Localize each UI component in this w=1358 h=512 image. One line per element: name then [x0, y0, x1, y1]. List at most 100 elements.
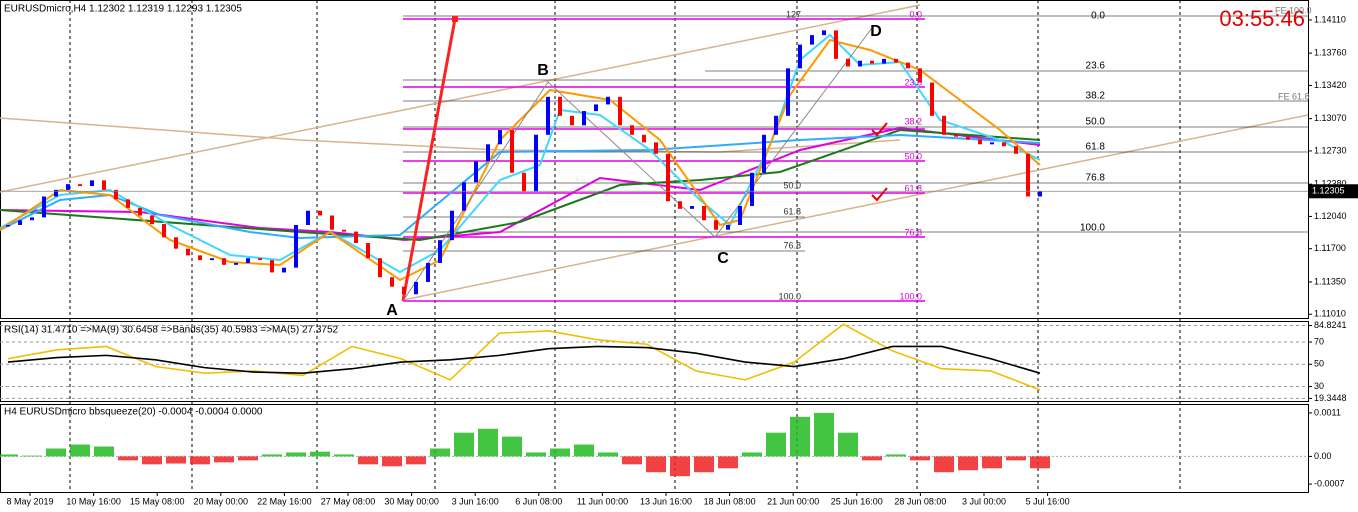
- fib-label: 61.8: [904, 183, 922, 193]
- candle: [390, 277, 394, 287]
- x-tick-label: 21 Jun 00:00: [767, 496, 819, 506]
- y-tick-label: 19.3448: [1314, 393, 1347, 403]
- y-tick-label: 0.0011: [1314, 407, 1341, 417]
- candle: [42, 196, 46, 218]
- candle: [582, 111, 586, 126]
- candle: [750, 172, 754, 206]
- x-tick-label: 22 May 16:00: [257, 496, 312, 506]
- y-tick-label: 1.11350: [1314, 276, 1346, 286]
- histogram-bar: [454, 432, 474, 457]
- x-tick-label: 28 Jun 08:00: [894, 496, 946, 506]
- candle: [894, 58, 898, 63]
- candle: [870, 60, 874, 64]
- histogram-bar: [1006, 456, 1026, 461]
- panel-title: H4 EURUSDmicro bbsqueeze(20) -0.0004 -0.…: [4, 407, 263, 418]
- histogram-bar: [862, 456, 882, 461]
- candle: [714, 220, 718, 230]
- histogram-bar: [694, 456, 714, 473]
- candle: [486, 144, 490, 162]
- y-tick-label: 1.12730: [1314, 145, 1347, 155]
- histogram-bar: [190, 456, 210, 465]
- candle: [1002, 142, 1006, 147]
- candle: [570, 115, 574, 126]
- candle: [294, 224, 298, 268]
- candle: [402, 286, 406, 295]
- candle: [990, 142, 994, 145]
- fib-blue-labels: 127 50.0 61.8 76.8 100.0: [778, 9, 801, 301]
- fe-label: FE 61.8: [1278, 91, 1310, 101]
- indicator-line: [7, 345, 1041, 374]
- candle: [210, 258, 214, 261]
- candle: [606, 96, 610, 105]
- candle: [6, 224, 10, 227]
- y-tick-label: 84.8241: [1314, 320, 1347, 330]
- candle: [882, 58, 886, 64]
- candle: [342, 229, 346, 232]
- y-tick-label: 1.11010: [1314, 309, 1346, 319]
- x-tick-label: 15 May 08:00: [130, 496, 185, 506]
- x-tick-label: 25 Jun 16:00: [831, 496, 883, 506]
- indicator-lines: [0, 33, 1041, 282]
- histogram-bar: [886, 454, 906, 457]
- y-tick-label: 1.12380: [1314, 179, 1347, 189]
- candle: [462, 182, 466, 211]
- y-tick-label: 50: [1314, 359, 1324, 369]
- candle: [330, 215, 334, 230]
- candle: [366, 243, 370, 259]
- candle: [126, 199, 130, 208]
- indicator-line: [7, 323, 1041, 391]
- point-label: C: [717, 250, 729, 267]
- fib-label: 100.0: [1080, 223, 1105, 234]
- fib-label: 0.0: [909, 9, 922, 19]
- y-tick-label: 1.12040: [1314, 211, 1347, 221]
- histogram-bar: [598, 452, 618, 457]
- fib-lines: [403, 15, 1308, 302]
- candle: [726, 224, 730, 230]
- histogram-bar: [550, 448, 570, 457]
- candle: [114, 189, 118, 200]
- fib-label: 127: [786, 9, 801, 19]
- candle: [306, 210, 310, 225]
- clock: 03:55:46: [1219, 6, 1305, 31]
- candle: [258, 258, 262, 261]
- fib-label: 76.8: [1086, 173, 1106, 184]
- histogram-bar: [310, 451, 330, 457]
- fib-label: 23.6: [1086, 61, 1106, 72]
- candle: [234, 262, 238, 265]
- histogram-bar: [286, 452, 306, 457]
- x-tick-label: 13 Jun 16:00: [640, 496, 692, 506]
- y-tick-label: 30: [1314, 381, 1324, 391]
- candle: [150, 215, 154, 225]
- y-tick-label: 1.13420: [1314, 80, 1347, 90]
- candle: [90, 180, 94, 187]
- candle: [630, 125, 634, 135]
- x-tick-label: 3 Jul 00:00: [962, 496, 1006, 506]
- candle: [858, 60, 862, 67]
- fib-label: 61.8: [783, 206, 801, 216]
- histogram-bar: [526, 452, 546, 457]
- candle: [642, 134, 646, 143]
- x-tick-label: 20 May 00:00: [194, 496, 249, 506]
- candle: [246, 258, 250, 263]
- candle: [510, 130, 514, 173]
- candle: [162, 224, 166, 238]
- histogram-bar: [814, 412, 834, 457]
- histogram-bar: [142, 456, 162, 465]
- candle: [414, 281, 418, 295]
- candle: [354, 231, 358, 244]
- candle: [558, 96, 562, 116]
- candle: [30, 217, 34, 221]
- fib-label: 76.8: [783, 240, 801, 250]
- histogram-bar: [502, 436, 522, 457]
- y-tick-label: 70: [1314, 336, 1324, 346]
- candle: [846, 58, 850, 67]
- candle: [786, 68, 790, 116]
- fib-label: 50.0: [904, 151, 922, 161]
- x-tick-label: 8 May 2019: [6, 496, 53, 506]
- histogram-bar: [22, 455, 42, 457]
- histogram-bar: [0, 454, 18, 457]
- panel-title: RSI(14) 31.4710 =>MA(9) 30.6458 =>Bands(…: [4, 325, 339, 336]
- vertical-grid: [69, 0, 1181, 492]
- histogram-bar: [262, 454, 282, 457]
